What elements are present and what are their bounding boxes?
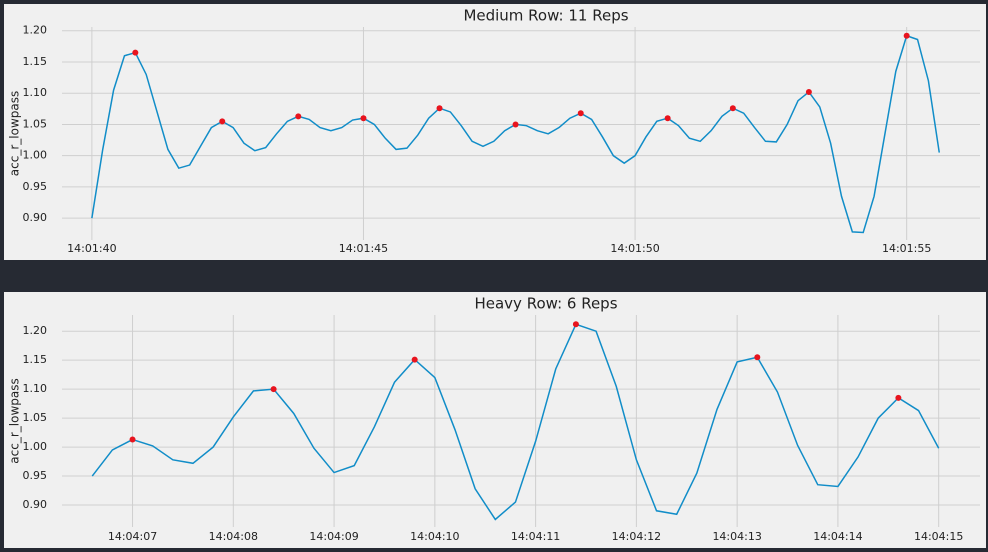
- y-tick-label: 1.05: [23, 117, 48, 130]
- peak-marker: [295, 113, 302, 120]
- y-tick-label: 1.20: [23, 24, 48, 37]
- peak-marker: [903, 32, 910, 39]
- y-tick-label: 1.15: [23, 353, 48, 366]
- peak-marker: [360, 115, 367, 122]
- peak-marker: [729, 105, 736, 112]
- y-tick-label: 0.95: [23, 469, 48, 482]
- x-tick-label: 14:04:08: [209, 530, 258, 543]
- y-tick-label: 1.00: [23, 440, 48, 453]
- x-tick-label: 14:01:55: [882, 242, 931, 255]
- peak-marker: [436, 105, 443, 112]
- panel: [4, 4, 986, 260]
- peak-marker: [572, 321, 579, 328]
- x-tick-label: 14:04:10: [410, 530, 459, 543]
- chart-title: Medium Row: 11 Reps: [463, 7, 628, 25]
- x-tick-label: 14:01:45: [339, 242, 388, 255]
- x-tick-label: 14:04:13: [712, 530, 761, 543]
- chart-title: Heavy Row: 6 Reps: [474, 295, 617, 313]
- peak-marker: [577, 110, 584, 117]
- x-tick-label: 14:01:40: [67, 242, 116, 255]
- peak-marker: [754, 354, 761, 361]
- peak-marker: [512, 121, 519, 128]
- peak-marker: [132, 49, 139, 56]
- y-axis-label: acc_r_lowpass: [8, 378, 22, 463]
- x-tick-label: 14:04:14: [813, 530, 862, 543]
- x-tick-label: 14:04:11: [511, 530, 560, 543]
- x-tick-label: 14:04:12: [612, 530, 661, 543]
- y-tick-label: 1.20: [23, 324, 48, 337]
- peak-marker: [129, 436, 136, 443]
- peak-marker: [895, 394, 902, 401]
- y-tick-label: 1.10: [23, 86, 48, 99]
- panel: [4, 292, 986, 548]
- signal-line: [91, 323, 940, 521]
- y-tick-label: 0.95: [23, 180, 48, 193]
- peak-marker: [805, 88, 812, 95]
- x-tick-label: 14:04:09: [309, 530, 358, 543]
- y-tick-label: 1.05: [23, 411, 48, 424]
- y-tick-label: 1.15: [23, 55, 48, 68]
- y-tick-label: 1.10: [23, 382, 48, 395]
- y-tick-label: 0.90: [23, 211, 48, 224]
- y-tick-label: 1.00: [23, 149, 48, 162]
- peak-marker: [664, 115, 671, 122]
- x-tick-label: 14:04:15: [914, 530, 963, 543]
- y-tick-label: 0.90: [23, 498, 48, 511]
- peak-marker: [411, 356, 418, 363]
- x-tick-label: 14:04:07: [108, 530, 157, 543]
- x-tick-label: 14:01:50: [610, 242, 659, 255]
- peak-marker: [219, 118, 226, 125]
- y-axis-label: acc_r_lowpass: [8, 91, 22, 176]
- peak-marker: [270, 386, 277, 393]
